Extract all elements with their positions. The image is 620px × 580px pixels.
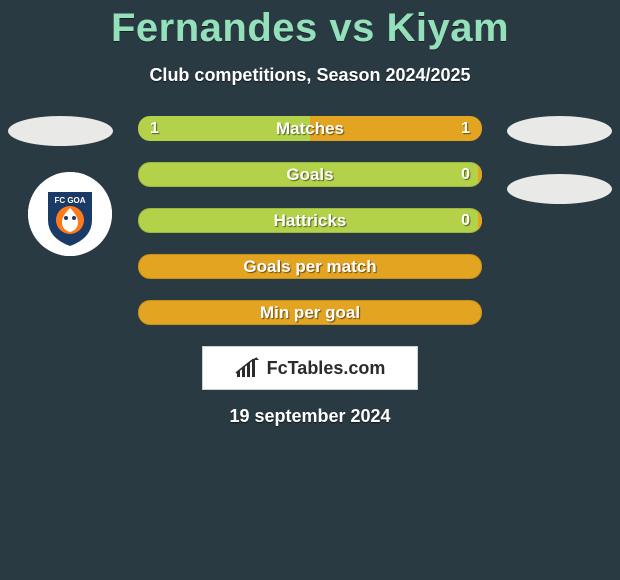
- stat-bar: Matches1 1: [138, 116, 482, 141]
- player-left-ellipse: [8, 116, 113, 146]
- club-badge-left: FC GOA: [28, 172, 112, 256]
- stat-value-left: 1: [150, 116, 159, 141]
- page-subtitle: Club competitions, Season 2024/2025: [0, 65, 620, 86]
- stat-bars: Matches11Goals0Hattricks0Goals per match…: [138, 116, 482, 325]
- fc-goa-logo-icon: FC GOA: [28, 172, 112, 256]
- stat-bar: Min per goal: [138, 300, 482, 325]
- stat-value-right: 1: [461, 116, 470, 141]
- footer-badge: FcTables.com: [202, 346, 418, 390]
- chart-icon: [235, 357, 261, 379]
- svg-text:FC GOA: FC GOA: [54, 196, 85, 205]
- stat-label: Matches: [138, 116, 482, 141]
- stat-value-right: 0: [461, 208, 470, 233]
- page-title: Fernandes vs Kiyam: [0, 0, 620, 51]
- comparison-area: FC GOA Matches11Goals0Hattricks0Goals pe…: [0, 116, 620, 325]
- stat-bar: Goals0: [138, 162, 482, 187]
- footer-text: FcTables.com: [267, 358, 386, 379]
- stat-label: Hattricks: [138, 208, 482, 233]
- stat-label: Min per goal: [138, 300, 482, 325]
- player-right-ellipse-1: [507, 116, 612, 146]
- stat-bar: Hattricks0: [138, 208, 482, 233]
- stat-label: Goals: [138, 162, 482, 187]
- stat-label: Goals per match: [138, 254, 482, 279]
- stat-value-right: 0: [461, 162, 470, 187]
- date-text: 19 september 2024: [0, 406, 620, 427]
- stat-bar: Goals per match: [138, 254, 482, 279]
- player-right-ellipse-2: [507, 174, 612, 204]
